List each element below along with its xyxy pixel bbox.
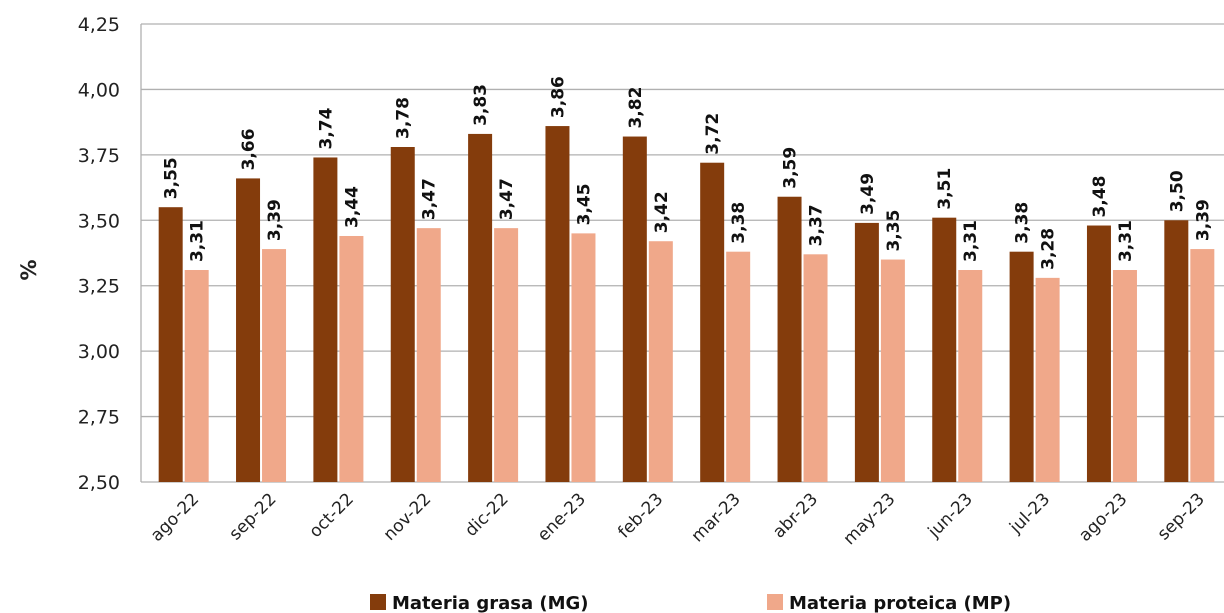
bar-materia-proteica bbox=[494, 228, 519, 482]
x-tick-label: jun-23 bbox=[924, 489, 977, 542]
y-tick-label: 3,00 bbox=[78, 341, 120, 363]
bar-materia-proteica bbox=[1190, 249, 1215, 482]
bar-materia-proteica bbox=[803, 254, 828, 482]
data-label: 3,28 bbox=[1039, 228, 1059, 270]
data-label: 3,51 bbox=[935, 168, 955, 210]
x-tick-label: sep-22 bbox=[226, 489, 281, 544]
bar-materia-grasa bbox=[700, 162, 725, 483]
bar-materia-proteica bbox=[416, 228, 441, 482]
data-label: 3,74 bbox=[316, 107, 336, 149]
x-axis-ticks: ago-22 sep-22 oct-22 nov-22 dic-22 ene-23 feb-… bbox=[147, 489, 1209, 549]
bar-materia-grasa bbox=[1009, 251, 1034, 482]
x-tick-label: mar-23 bbox=[688, 489, 745, 546]
data-label: 3,48 bbox=[1090, 176, 1110, 218]
data-label: 3,50 bbox=[1167, 170, 1187, 212]
x-tick-label: feb-23 bbox=[614, 489, 667, 542]
bar-materia-grasa bbox=[1086, 225, 1111, 482]
x-tick-label: jul-23 bbox=[1005, 489, 1054, 538]
y-tick-label: 3,25 bbox=[78, 276, 120, 298]
x-tick-label: ago-22 bbox=[147, 489, 203, 545]
data-label: 3,47 bbox=[420, 178, 440, 220]
x-tick-label: oct-22 bbox=[305, 489, 357, 541]
bar-materia-grasa bbox=[854, 222, 879, 482]
data-label: 3,39 bbox=[265, 199, 285, 241]
bars bbox=[158, 126, 1215, 483]
legend-label: Materia proteica (MP) bbox=[789, 593, 1011, 613]
data-label: 3,82 bbox=[626, 87, 646, 129]
data-label: 3,66 bbox=[239, 128, 259, 170]
x-tick-label: nov-22 bbox=[380, 489, 436, 545]
y-tick-label: 2,75 bbox=[78, 407, 120, 429]
bar-materia-proteica bbox=[1112, 270, 1137, 482]
legend-swatch-materia-grasa bbox=[370, 594, 386, 610]
bar-materia-proteica bbox=[262, 249, 287, 482]
bar-materia-grasa bbox=[932, 217, 957, 482]
bar-materia-proteica bbox=[726, 251, 751, 482]
bar-materia-grasa bbox=[468, 133, 493, 483]
bar-materia-grasa bbox=[236, 178, 261, 482]
data-label: 3,45 bbox=[574, 183, 594, 225]
legend-label: Materia grasa (MG) bbox=[392, 593, 589, 613]
bar-materia-proteica bbox=[571, 233, 596, 482]
bar-materia-grasa bbox=[390, 147, 415, 482]
bar-materia-grasa bbox=[1164, 220, 1189, 483]
data-label: 3,39 bbox=[1193, 199, 1213, 241]
bar-materia-grasa bbox=[158, 207, 183, 482]
y-tick-label: 3,50 bbox=[78, 210, 120, 232]
y-tick-label: 4,00 bbox=[78, 79, 120, 101]
data-label: 3,83 bbox=[471, 84, 491, 126]
data-label: 3,55 bbox=[162, 157, 182, 199]
x-tick-label: sep-23 bbox=[1154, 489, 1209, 544]
data-label: 3,37 bbox=[807, 204, 827, 246]
legend-swatch-materia-proteica bbox=[767, 594, 783, 610]
data-label: 3,31 bbox=[1116, 220, 1136, 262]
y-tick-label: 3,75 bbox=[78, 145, 120, 167]
bar-materia-proteica bbox=[958, 270, 983, 482]
x-tick-label: dic-22 bbox=[461, 489, 512, 540]
y-tick-label: 2,50 bbox=[78, 472, 120, 494]
bar-materia-proteica bbox=[184, 270, 209, 482]
bar-materia-grasa bbox=[777, 196, 802, 482]
bar-materia-grasa bbox=[313, 157, 338, 482]
data-label: 3,42 bbox=[652, 191, 672, 233]
data-label: 3,31 bbox=[961, 220, 981, 262]
data-label: 3,38 bbox=[729, 202, 749, 244]
bar-materia-proteica bbox=[1035, 277, 1060, 482]
x-tick-label: ene-23 bbox=[534, 489, 590, 545]
bar-materia-grasa bbox=[545, 126, 570, 482]
data-labels: 3,55 3,31 3,66 3,39 3,74 3,44 3,78 3,47 3,83 3,47… bbox=[162, 76, 1214, 270]
data-label: 3,86 bbox=[548, 76, 568, 118]
data-label: 3,49 bbox=[858, 173, 878, 215]
x-tick-label: abr-23 bbox=[769, 489, 822, 542]
bar-materia-proteica bbox=[648, 241, 673, 482]
data-label: 3,31 bbox=[188, 220, 208, 262]
x-tick-label: may-23 bbox=[840, 489, 900, 549]
x-tick-label: ago-23 bbox=[1075, 489, 1131, 545]
y-axis-ticks: 2,50 2,75 3,00 3,25 3,50 3,75 4,00 4,25 bbox=[78, 14, 120, 494]
data-label: 3,38 bbox=[1013, 202, 1033, 244]
bar-materia-grasa bbox=[622, 136, 647, 482]
data-label: 3,47 bbox=[497, 178, 517, 220]
gridlines bbox=[140, 23, 1224, 483]
y-axis-label: % bbox=[17, 259, 41, 280]
data-label: 3,35 bbox=[884, 210, 904, 252]
data-label: 3,72 bbox=[703, 113, 723, 155]
data-label: 3,78 bbox=[394, 97, 414, 139]
data-label: 3,44 bbox=[342, 186, 362, 228]
data-label: 3,59 bbox=[781, 147, 801, 189]
bar-materia-proteica bbox=[880, 259, 905, 482]
bar-materia-proteica bbox=[339, 235, 364, 482]
y-tick-label: 4,25 bbox=[78, 14, 120, 36]
legend: Materia grasa (MG) Materia proteica (MP) bbox=[370, 593, 1011, 613]
